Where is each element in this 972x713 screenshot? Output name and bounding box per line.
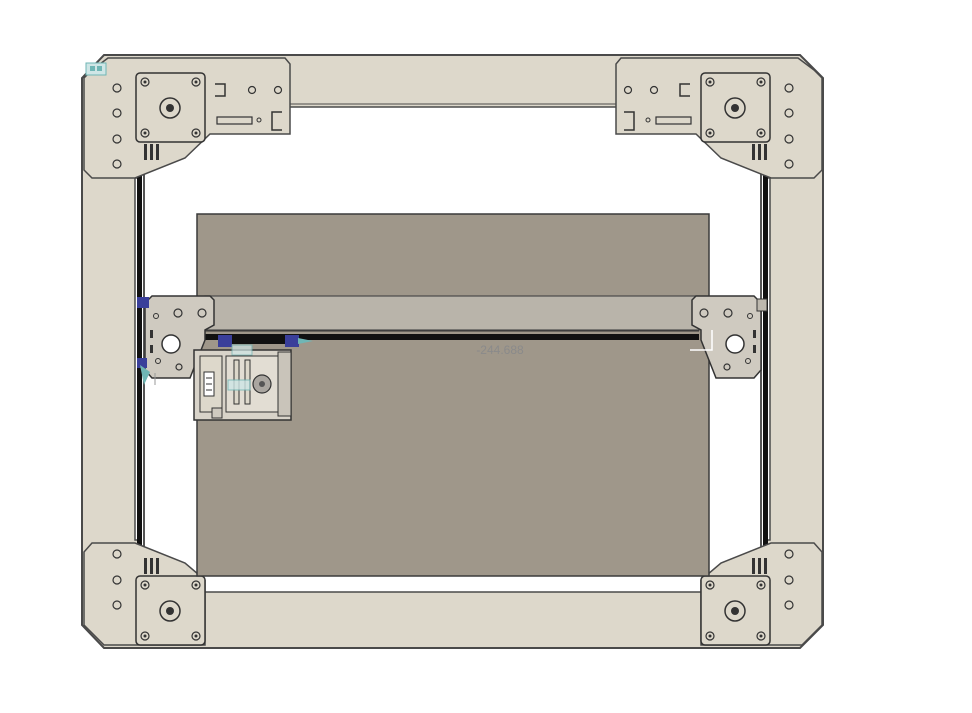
axis-marker-icon[interactable] [140,338,313,385]
right-gantry-bracket[interactable] [690,295,768,379]
stepper-motor-icon[interactable] [700,575,771,646]
extruder-carriage-icon[interactable] [193,335,299,421]
stepper-motor-icon[interactable] [135,575,206,646]
stepper-motor-icon[interactable] [700,72,771,143]
origin-marker-icon[interactable] [85,62,107,76]
dimension-value[interactable]: -244.688 [476,343,524,357]
x-gantry[interactable] [204,295,700,340]
stepper-motor-icon[interactable] [135,72,206,143]
